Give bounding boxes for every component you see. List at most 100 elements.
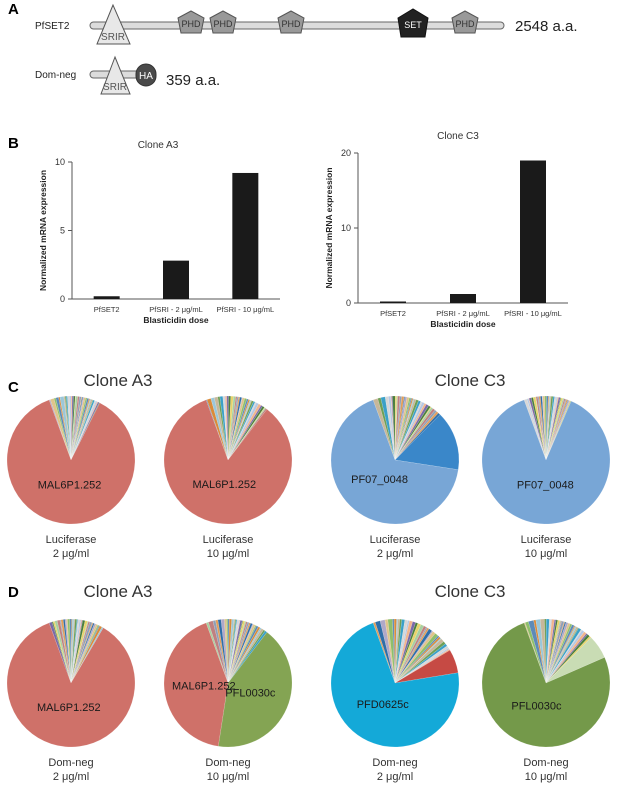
pfset2-length: 2548 a.a. xyxy=(515,18,578,35)
pie-caption-dose: 10 μg/ml xyxy=(207,548,249,560)
pie-slice-minor xyxy=(545,619,555,684)
pie-slice-minor xyxy=(227,620,246,684)
pie-slice-dominant xyxy=(330,399,459,525)
pie-slice-minor xyxy=(545,620,562,684)
pie-slice-minor xyxy=(70,619,86,684)
pie-slice-minor xyxy=(545,634,590,684)
pie-slice-minor xyxy=(227,399,253,461)
pie-slice-minor xyxy=(227,396,236,461)
pie-slice-minor xyxy=(394,641,446,684)
pie-slice-minor xyxy=(227,618,235,684)
pie-slice-minor xyxy=(545,626,579,684)
pie-slice-minor xyxy=(545,400,571,461)
pie-slice-minor xyxy=(545,398,567,461)
pie-slice-minor xyxy=(227,396,241,461)
pie-slice-minor xyxy=(227,404,263,461)
pie-slice-minor xyxy=(227,624,256,684)
phd-domain-4 xyxy=(451,10,479,34)
pie-slice-minor xyxy=(523,622,547,684)
pie-slice-minor xyxy=(70,401,100,461)
pie-slice-minor xyxy=(535,396,547,461)
pie-slice-minor xyxy=(544,395,547,461)
pie-caption-dose: 10 μg/ml xyxy=(207,771,249,783)
clone-group-title: Clone C3 xyxy=(435,371,506,390)
pie-slice-minor xyxy=(227,619,236,684)
pie-slice-minor xyxy=(48,399,72,461)
pie-slice-minor xyxy=(70,618,75,684)
pie-slice-minor xyxy=(545,622,571,684)
pie-slice-minor xyxy=(64,395,72,461)
pie-slice-minor xyxy=(219,395,229,461)
pie-caption-dose: 10 μg/ml xyxy=(525,771,567,783)
pie-slice-minor xyxy=(545,618,550,684)
pie-slice-minor xyxy=(227,619,243,684)
pie-slice-minor xyxy=(70,401,99,461)
pie-slice-minor xyxy=(372,398,396,461)
pie-slice-minor xyxy=(374,620,396,684)
pie-slice-secondary xyxy=(394,649,459,684)
pie-slice-minor xyxy=(394,395,398,461)
srir-label-1: SRIR xyxy=(101,32,125,43)
clone-group-title: Clone C3 xyxy=(435,582,506,601)
bar xyxy=(380,301,406,303)
pie-slice-minor xyxy=(542,395,547,461)
pie-slice-minor xyxy=(70,618,76,684)
pie-slice-label: PF07_0048 xyxy=(517,479,574,491)
pie-slice-minor xyxy=(227,403,262,461)
pie-slice-dominant xyxy=(481,622,611,748)
pie-slice-minor xyxy=(70,398,91,461)
pie-slice-minor xyxy=(70,621,91,684)
pie-slice-minor xyxy=(545,625,576,684)
pie-slice-minor xyxy=(226,395,229,461)
pie-slice-minor xyxy=(70,397,90,461)
pie-slice-minor xyxy=(526,398,547,461)
pie-slice-minor xyxy=(65,395,72,461)
pie-slice-minor xyxy=(227,619,237,684)
pie-slice-minor xyxy=(394,401,423,461)
pie-caption-treatment: Luciferase xyxy=(521,534,572,546)
pie-slice-minor xyxy=(532,396,547,461)
pie-slice-minor xyxy=(394,645,449,684)
pie-slice-label: PFL0030c xyxy=(225,688,276,700)
pie-slice-minor xyxy=(394,619,406,684)
pie-slice-minor xyxy=(394,618,401,684)
pie-slice-minor xyxy=(394,406,432,461)
pie-slice-minor xyxy=(70,397,87,461)
pie-slice-minor xyxy=(54,620,72,684)
pie-slice-label: MAL6P1.252 xyxy=(192,479,256,491)
pie-slice-minor xyxy=(394,630,434,684)
pie-slice-minor xyxy=(66,618,72,684)
pie-slice-minor xyxy=(394,398,417,461)
pie-slice-minor xyxy=(394,638,444,684)
pie-slice-minor xyxy=(394,620,413,684)
pie-slice-minor xyxy=(227,407,267,461)
pie-slice-minor xyxy=(394,621,417,684)
pie-slice-minor xyxy=(70,622,94,684)
pie-slice-minor xyxy=(70,621,93,684)
pie-slice-minor xyxy=(226,618,229,684)
pie-slice-minor xyxy=(545,619,557,684)
pie-slice-minor xyxy=(394,405,431,461)
pie-slice-minor xyxy=(49,398,72,461)
pie-slice-minor xyxy=(205,621,229,684)
pie-slice-minor xyxy=(545,398,566,461)
pie-slice-minor xyxy=(394,628,433,684)
pie-slice-minor xyxy=(70,398,92,461)
pie-slice-minor xyxy=(227,627,262,684)
pie-slice-minor xyxy=(394,400,422,461)
pie-slice-minor xyxy=(394,396,405,461)
pie-slice-minor xyxy=(62,619,72,684)
pie-slice-minor xyxy=(545,620,565,684)
pie-slice-minor xyxy=(380,396,396,461)
pie-slice-minor xyxy=(227,618,232,684)
bar xyxy=(232,172,259,299)
pie-slice-label: PFL0030c xyxy=(511,700,562,712)
y-tick-label: 10 xyxy=(55,157,65,167)
pie-slice-minor xyxy=(227,622,253,684)
pie-slice-minor xyxy=(70,395,79,461)
pie-slice-minor xyxy=(545,395,551,461)
pie-slice-minor xyxy=(220,618,229,684)
pie-slice-minor xyxy=(227,619,240,684)
panel-label-c: C xyxy=(8,379,19,396)
